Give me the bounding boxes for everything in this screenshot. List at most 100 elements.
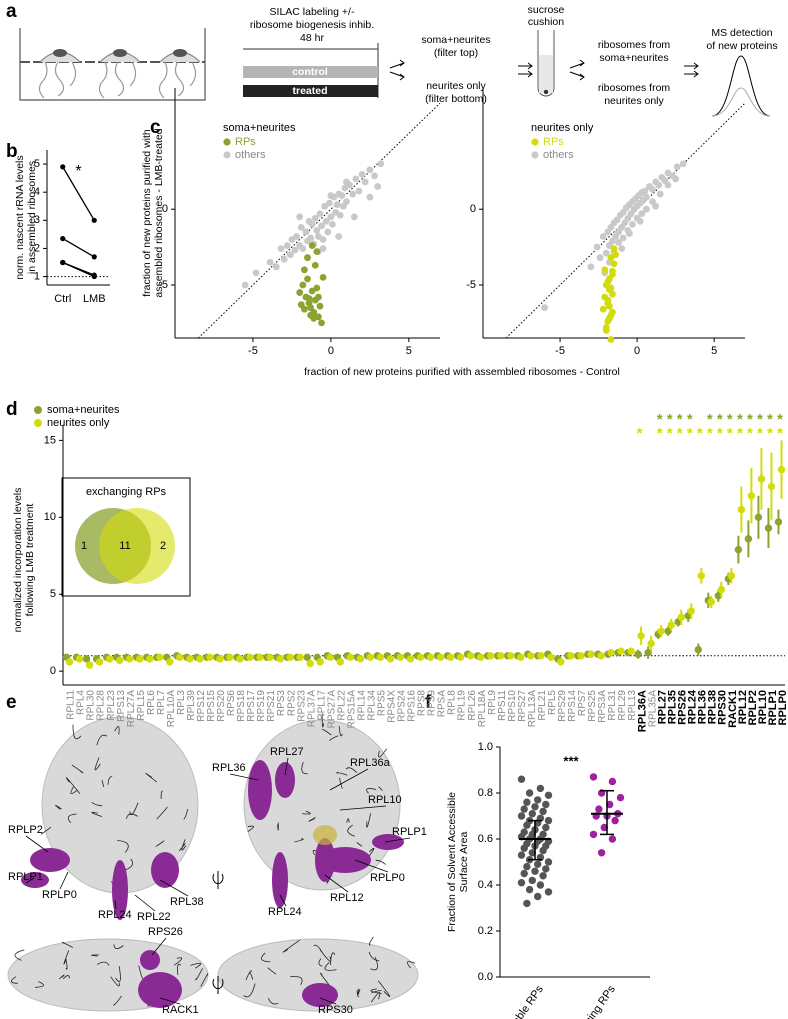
point xyxy=(226,653,234,662)
category-label: RPS13 xyxy=(116,690,127,722)
point xyxy=(305,295,313,303)
y-tick-label: 0 xyxy=(470,203,476,215)
category-label: RPS18 xyxy=(236,690,247,722)
point xyxy=(656,190,664,198)
point xyxy=(406,655,415,663)
point xyxy=(528,810,536,818)
point xyxy=(356,655,365,663)
category-label: RPS24 xyxy=(397,690,408,722)
point xyxy=(664,181,672,189)
category-label: RPL26 xyxy=(467,690,478,721)
point xyxy=(605,302,613,310)
point xyxy=(534,892,542,901)
category-label: RPS15A xyxy=(346,690,357,729)
panel-label: f xyxy=(425,692,432,713)
point xyxy=(396,653,405,662)
point xyxy=(612,251,619,259)
point xyxy=(764,524,773,532)
category-label: RPL17 xyxy=(316,690,327,721)
point xyxy=(525,885,534,894)
point xyxy=(316,210,324,218)
point xyxy=(95,658,104,666)
point xyxy=(523,798,531,806)
category-label: RPL19 xyxy=(457,690,468,721)
point xyxy=(216,655,224,663)
structure-label: RPL24 xyxy=(98,909,132,921)
rp-highlight xyxy=(313,825,337,845)
point xyxy=(65,658,74,666)
point xyxy=(593,243,601,251)
point xyxy=(361,178,369,186)
significance: * xyxy=(727,411,733,428)
point xyxy=(358,170,366,178)
structure-label: RPLP0 xyxy=(42,889,77,901)
point xyxy=(629,220,636,228)
point xyxy=(343,198,350,206)
point xyxy=(610,260,618,268)
schematic-text: ribosome biogenesis inhib. xyxy=(250,19,374,31)
y-tick-label: 0.2 xyxy=(478,925,493,937)
point xyxy=(377,160,385,168)
y-tick-label: 0.6 xyxy=(478,833,493,845)
point xyxy=(366,653,375,662)
point xyxy=(618,245,626,253)
structure-label: RPL10 xyxy=(368,794,402,806)
point xyxy=(486,652,495,660)
point xyxy=(324,228,332,236)
y-axis-label: normalized incorporation levels xyxy=(12,488,24,633)
category-label: RPL10A xyxy=(166,690,177,728)
significance: * xyxy=(737,411,743,428)
significance: * xyxy=(757,411,763,428)
point xyxy=(673,163,681,171)
significance: * xyxy=(687,425,693,442)
structure-label: RPLP0 xyxy=(370,872,405,884)
point xyxy=(587,650,595,658)
point xyxy=(426,653,435,662)
category-label: RPL30 xyxy=(86,690,97,721)
category-label: RPS20 xyxy=(216,690,227,722)
category-label: RPL34 xyxy=(366,690,377,721)
structure-label: RPLP1 xyxy=(8,871,43,883)
point xyxy=(266,653,274,662)
point xyxy=(316,302,324,310)
point xyxy=(717,585,726,594)
point xyxy=(252,269,260,277)
point xyxy=(306,659,314,668)
category-label: RPL14 xyxy=(356,690,367,721)
point xyxy=(707,598,715,606)
category-label: RPL8 xyxy=(447,690,458,715)
leader-line xyxy=(284,757,289,776)
y-tick-label: 10 xyxy=(44,511,56,523)
significance: * xyxy=(717,411,723,428)
point xyxy=(308,220,316,228)
point xyxy=(774,518,783,526)
leader-line xyxy=(339,805,387,811)
point xyxy=(366,193,374,201)
point xyxy=(754,513,763,522)
leader-line xyxy=(329,768,369,791)
category-label: RPL11 xyxy=(66,690,77,720)
point xyxy=(734,545,743,554)
significance: * xyxy=(667,425,673,442)
y-tick-label: 5 xyxy=(34,158,40,170)
x-tick-label: -5 xyxy=(555,345,565,357)
point xyxy=(246,653,254,662)
significance: * xyxy=(657,425,663,442)
point xyxy=(276,655,284,663)
category-label: RPLP2 xyxy=(747,690,759,725)
legend-swatch xyxy=(531,138,539,146)
legend-title: neurites only xyxy=(531,122,594,134)
y-axis-label: norm. nascent rRNA levels xyxy=(14,155,26,279)
point xyxy=(694,645,702,654)
leader-line xyxy=(159,997,181,1005)
point xyxy=(531,803,539,811)
point xyxy=(687,607,695,615)
point xyxy=(589,773,598,781)
point xyxy=(528,876,536,885)
y-axis-label: fraction of new proteins purified with xyxy=(141,129,153,297)
point xyxy=(316,658,324,666)
category-label: RPL5 xyxy=(547,690,558,715)
category-label: RPL3 xyxy=(176,690,187,715)
point xyxy=(166,658,174,666)
significance: * xyxy=(777,425,783,442)
